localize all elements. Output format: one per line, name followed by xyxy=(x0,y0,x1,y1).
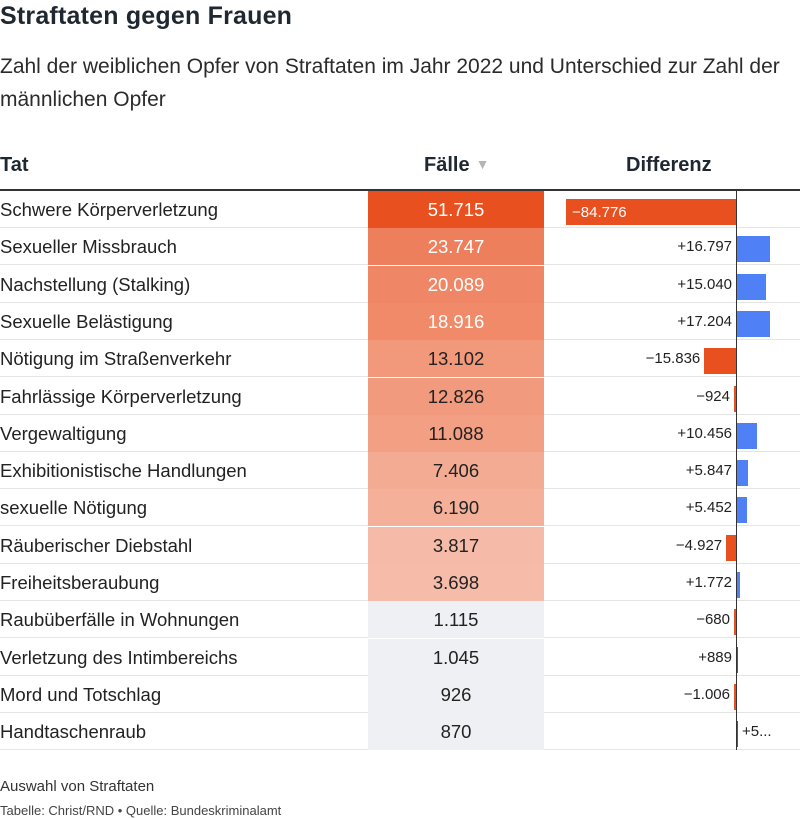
table-row: Nachstellung (Stalking) 20.089 +15.040 xyxy=(0,265,800,303)
row-faelle-cell: 12.826 xyxy=(368,377,544,415)
difference-label: +16.797 xyxy=(677,238,732,256)
column-header-tat[interactable]: Tat xyxy=(0,154,29,176)
column-header-faelle-label: Fälle xyxy=(424,154,470,176)
row-faelle-cell: 13.102 xyxy=(368,340,544,378)
row-tat: Räuberischer Diebstahl xyxy=(0,534,193,556)
row-faelle-cell: 3.698 xyxy=(368,564,544,601)
table-row: Exhibitionistische Handlungen 7.406 +5.847 xyxy=(0,452,800,490)
difference-bar xyxy=(736,572,740,598)
difference-label: +1.772 xyxy=(685,574,732,591)
row-tat: Handtaschenraub xyxy=(0,721,147,743)
row-tat: Nachstellung (Stalking) xyxy=(0,273,191,295)
row-tat: Raubüberfälle in Wohnungen xyxy=(0,609,240,631)
table-row: Vergewaltigung 11.088 +10.456 xyxy=(0,414,800,452)
difference-bar xyxy=(736,236,770,263)
row-faelle-cell: 18.916 xyxy=(368,302,544,340)
table-row: Raubüberfälle in Wohnungen 1.115 −680 xyxy=(0,601,800,639)
difference-label: +10.456 xyxy=(677,424,732,442)
chart-subtitle: Zahl der weiblichen Opfer von Straftaten… xyxy=(0,55,780,111)
table-row: Räuberischer Diebstahl 3.817 −4.927 xyxy=(0,526,800,564)
difference-bar xyxy=(733,683,736,710)
difference-label: +15.040 xyxy=(677,275,732,293)
difference-bar xyxy=(736,646,738,673)
difference-label: +17.204 xyxy=(677,312,732,330)
row-tat: Vergewaltigung xyxy=(0,422,127,444)
row-faelle-cell: 11.088 xyxy=(368,414,544,452)
difference-bar xyxy=(736,273,767,300)
table-row: Sexuelle Belästigung 18.916 +17.204 xyxy=(0,302,800,340)
table-row: Mord und Totschlag 926 −1.006 xyxy=(0,675,800,713)
source-line: Tabelle: Christ/RND • Quelle: Bundeskrim… xyxy=(0,803,282,818)
row-faelle-cell: 926 xyxy=(368,675,544,713)
row-faelle-cell: 1.115 xyxy=(368,601,544,639)
table-row: Nötigung im Straßenverkehr 13.102 −15.836 xyxy=(0,340,800,378)
row-tat: Sexuelle Belästigung xyxy=(0,310,173,332)
difference-label: +5.452 xyxy=(685,499,732,517)
row-faelle-cell: 20.089 xyxy=(368,265,544,303)
difference-label: +5... xyxy=(742,723,772,741)
difference-bar xyxy=(736,310,771,337)
footnote: Auswahl von Straftaten xyxy=(0,778,155,795)
difference-label: −1.006 xyxy=(683,685,730,703)
difference-label: −84.776 xyxy=(572,204,627,221)
table-row: Fahrlässige Körperverletzung 12.826 −924 xyxy=(0,377,800,415)
row-faelle-cell: 23.747 xyxy=(368,228,544,266)
column-header-differenz[interactable]: Differenz xyxy=(626,154,712,176)
row-faelle-cell: 1.045 xyxy=(368,638,544,676)
difference-bar xyxy=(736,497,747,524)
row-faelle-cell: 3.817 xyxy=(368,526,544,564)
difference-bar xyxy=(704,348,736,375)
row-tat: Schwere Körperverletzung xyxy=(0,199,218,220)
table-row: Freiheitsberaubung 3.698 +1.772 xyxy=(0,564,800,601)
row-faelle-cell: 7.406 xyxy=(368,452,544,490)
table-row: Handtaschenraub 870 +5... xyxy=(0,713,800,751)
difference-bar xyxy=(736,721,738,748)
difference-zero-line xyxy=(736,191,737,750)
chart-title: Straftaten gegen Frauen xyxy=(0,2,293,30)
difference-label: −924 xyxy=(696,387,730,405)
row-tat: Nötigung im Straßenverkehr xyxy=(0,348,232,370)
row-tat: Verletzung des Intimbereichs xyxy=(0,646,238,668)
table-row: Verletzung des Intimbereichs 1.045 +889 xyxy=(0,638,800,676)
row-tat: Exhibitionistische Handlungen xyxy=(0,460,247,482)
difference-label: −680 xyxy=(696,611,730,629)
row-tat: sexuelle Nötigung xyxy=(0,497,148,519)
difference-label: +5.847 xyxy=(685,462,732,480)
header-divider xyxy=(0,189,800,191)
table-row: sexuelle Nötigung 6.190 +5.452 xyxy=(0,489,800,527)
table-row: Schwere Körperverletzung 51.715 −84.776 xyxy=(0,191,800,228)
difference-label: +889 xyxy=(698,648,732,666)
row-tat: Sexueller Missbrauch xyxy=(0,236,177,258)
difference-label: −15.836 xyxy=(645,350,701,368)
row-tat: Mord und Totschlag xyxy=(0,683,162,705)
difference-bar xyxy=(736,422,757,449)
difference-bar xyxy=(726,534,736,561)
difference-bar xyxy=(734,609,736,636)
difference-label: −4.927 xyxy=(675,536,723,554)
column-header-faelle[interactable]: Fälle ▼ xyxy=(424,154,489,177)
difference-bar xyxy=(734,385,736,412)
difference-bar xyxy=(566,199,736,225)
difference-bar xyxy=(736,460,748,487)
sort-descending-icon[interactable]: ▼ xyxy=(475,156,490,172)
row-faelle-cell: 6.190 xyxy=(368,489,544,527)
row-faelle-cell: 51.715 xyxy=(368,191,544,228)
row-tat: Fahrlässige Körperverletzung xyxy=(0,385,242,407)
row-tat: Freiheitsberaubung xyxy=(0,572,160,593)
table-row: Sexueller Missbrauch 23.747 +16.797 xyxy=(0,228,800,266)
row-faelle-cell: 870 xyxy=(368,713,544,751)
